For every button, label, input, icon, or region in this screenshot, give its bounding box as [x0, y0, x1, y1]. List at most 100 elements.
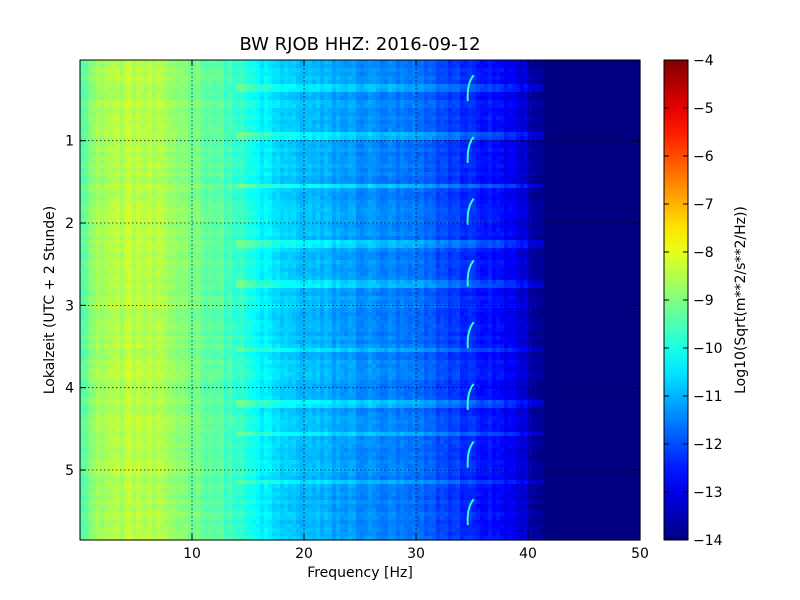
heatmap-cell — [520, 72, 525, 77]
heatmap-cell — [496, 172, 501, 177]
heatmap-cell — [596, 144, 601, 149]
heatmap-cell — [140, 64, 145, 69]
heatmap-cell — [516, 164, 521, 169]
heatmap-cell — [252, 112, 257, 117]
heatmap-cell — [508, 188, 513, 193]
heatmap-cell — [120, 164, 125, 169]
heatmap-cell — [252, 120, 257, 125]
heatmap-cell — [528, 144, 533, 149]
heatmap-cell — [304, 136, 309, 141]
heatmap-cell — [104, 64, 109, 69]
heatmap-cell — [544, 184, 549, 189]
heatmap-cell — [368, 132, 373, 137]
heatmap-cell — [248, 184, 253, 189]
heatmap-cell — [196, 160, 201, 165]
heatmap-cell — [148, 120, 153, 125]
heatmap-cell — [376, 84, 381, 89]
heatmap-cell — [316, 148, 321, 153]
heatmap-cell — [592, 108, 597, 113]
heatmap-cell — [128, 148, 133, 153]
heatmap-cell — [116, 60, 121, 65]
heatmap-cell — [128, 168, 133, 173]
heatmap-cell — [112, 136, 117, 141]
heatmap-cell — [340, 156, 345, 161]
heatmap-cell — [296, 152, 301, 157]
heatmap-cell — [192, 188, 197, 193]
heatmap-cell — [556, 100, 561, 105]
heatmap-cell — [556, 64, 561, 69]
heatmap-cell — [124, 176, 129, 181]
heatmap-cell — [604, 116, 609, 121]
heatmap-cell — [376, 92, 381, 97]
heatmap-cell — [392, 64, 397, 69]
heatmap-cell — [364, 100, 369, 105]
heatmap-cell — [600, 188, 605, 193]
heatmap-cell — [396, 172, 401, 177]
heatmap-cell — [476, 168, 481, 173]
heatmap-cell — [252, 180, 257, 185]
heatmap-cell — [164, 72, 169, 77]
heatmap-cell — [632, 144, 637, 149]
heatmap-cell — [100, 68, 105, 73]
heatmap-cell — [296, 76, 301, 81]
heatmap-cell — [464, 108, 469, 113]
heatmap-cell — [196, 168, 201, 173]
heatmap-cell — [96, 176, 101, 181]
heatmap-cell — [472, 176, 477, 181]
heatmap-cell — [324, 116, 329, 121]
heatmap-cell — [528, 168, 533, 173]
heatmap-cell — [208, 168, 213, 173]
heatmap-cell — [152, 184, 157, 189]
heatmap-cell — [312, 96, 317, 101]
heatmap-cell — [428, 176, 433, 181]
heatmap-cell — [628, 80, 633, 85]
heatmap-cell — [288, 132, 293, 137]
heatmap-cell — [232, 184, 237, 189]
heatmap-cell — [208, 116, 213, 121]
heatmap-cell — [556, 84, 561, 89]
heatmap-cell — [628, 176, 633, 181]
heatmap-cell — [460, 60, 465, 65]
heatmap-cell — [408, 160, 413, 165]
heatmap-cell — [212, 164, 217, 169]
heatmap-cell — [272, 64, 277, 69]
heatmap-cell — [320, 192, 325, 197]
heatmap-cell — [120, 152, 125, 157]
heatmap-cell — [160, 172, 165, 177]
heatmap-cell — [168, 148, 173, 153]
heatmap-cell — [456, 152, 461, 157]
heatmap-cell — [520, 60, 525, 65]
heatmap-cell — [616, 68, 621, 73]
heatmap-cell — [124, 136, 129, 141]
heatmap-cell — [408, 64, 413, 69]
heatmap-cell — [280, 200, 285, 205]
heatmap-cell — [352, 100, 357, 105]
heatmap-cell — [252, 60, 257, 65]
heatmap-cell — [308, 64, 313, 69]
heatmap-cell — [508, 160, 513, 165]
heatmap-cell — [224, 116, 229, 121]
heatmap-cell — [92, 144, 97, 149]
heatmap-cell — [264, 112, 269, 117]
heatmap-cell — [348, 180, 353, 185]
heatmap-cell — [448, 188, 453, 193]
heatmap-cell — [292, 84, 297, 89]
heatmap-cell — [592, 132, 597, 137]
heatmap-cell — [520, 196, 525, 201]
heatmap-cell — [512, 144, 517, 149]
heatmap-cell — [408, 180, 413, 185]
heatmap-cell — [460, 80, 465, 85]
heatmap-cell — [216, 148, 221, 153]
heatmap-cell — [456, 64, 461, 69]
heatmap-cell — [332, 144, 337, 149]
heatmap-cell — [328, 128, 333, 133]
heatmap-cell — [232, 144, 237, 149]
heatmap-cell — [528, 196, 533, 201]
heatmap-cell — [252, 108, 257, 113]
heatmap-cell — [464, 112, 469, 117]
heatmap-cell — [592, 104, 597, 109]
heatmap-cell — [308, 88, 313, 93]
heatmap-cell — [148, 68, 153, 73]
heatmap-cell — [256, 96, 261, 101]
heatmap-cell — [308, 180, 313, 185]
